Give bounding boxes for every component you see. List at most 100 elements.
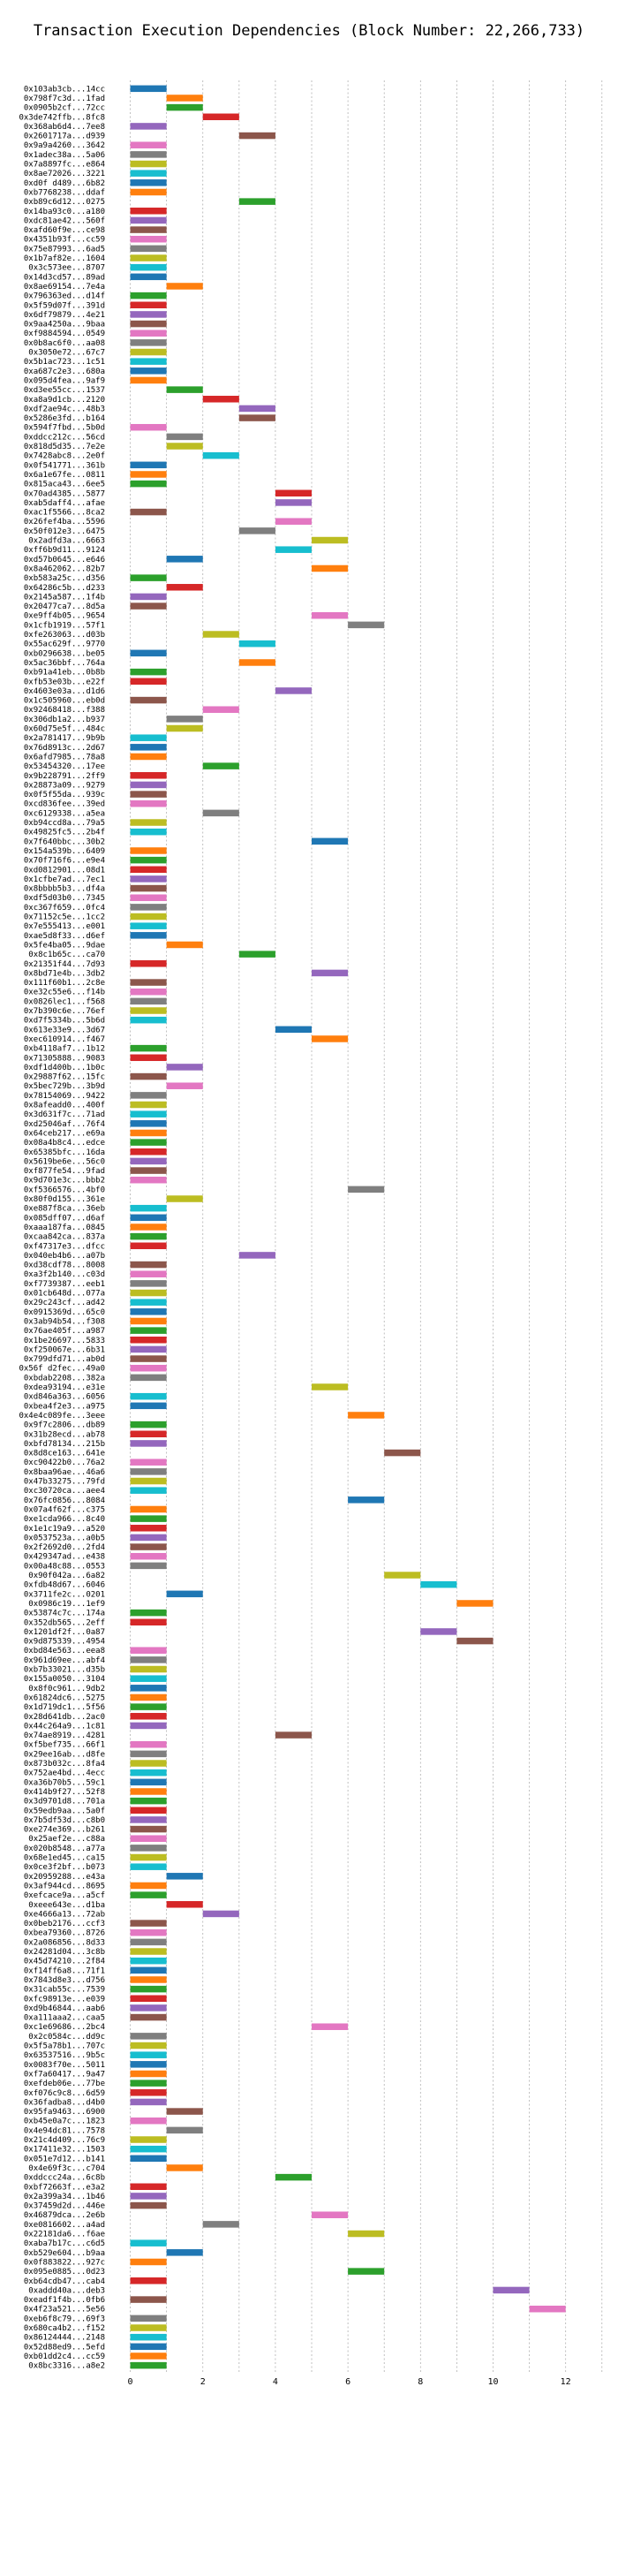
y-tick-label: 0x70ad4385...5877 (24, 489, 105, 498)
transaction-bar (130, 744, 167, 751)
y-tick-label: 0x3af944cd...8695 (24, 1882, 105, 1890)
y-tick-label: 0x46879dca...2e6b (24, 2211, 105, 2220)
transaction-bar (130, 1778, 167, 1786)
transaction-bar (130, 461, 167, 469)
y-tick-label: 0xf076c9c8...6d59 (24, 2089, 105, 2098)
y-tick-label: 0x70f716f6...e9e4 (24, 857, 105, 866)
y-tick-label: 0x28d641db...2ac0 (24, 1713, 105, 1722)
y-tick-label: 0x76ae405f...a987 (24, 1327, 105, 1336)
y-tick-label: 0x29887f62...15fc (24, 1073, 105, 1082)
transaction-bar (130, 668, 167, 676)
y-tick-label: 0x3711fe2c...0201 (24, 1590, 105, 1599)
y-tick-label: 0x80f0d155...361e (24, 1195, 105, 1204)
y-tick-label: 0x00a48c88...0553 (24, 1562, 105, 1571)
y-tick-label: 0x08a4b8c4...edce (24, 1139, 105, 1148)
transaction-bar (130, 376, 167, 384)
transaction-bar (130, 216, 167, 224)
transaction-bar (130, 2315, 167, 2322)
transaction-bar (312, 611, 349, 619)
y-tick-label: 0xe274e369...b261 (24, 1826, 105, 1835)
y-tick-label: 0xddcc212c...56cd (24, 433, 105, 442)
grid-lines (130, 80, 603, 2374)
transaction-bar (130, 1675, 167, 1682)
transaction-bar (130, 2258, 167, 2266)
transaction-bar (130, 1232, 167, 1240)
transaction-bar (130, 1148, 167, 1155)
y-tick-label: 0xd7f5334b...5b6d (24, 1017, 105, 1026)
transaction-bar (130, 799, 167, 807)
y-tick-label: 0x0beb2176...ccf3 (24, 1920, 105, 1928)
x-tick-labels: 0 2 4 6 8 10 12 (128, 2377, 571, 2387)
y-tick-label: 0x1c505960...eb0d (24, 697, 105, 706)
transaction-bar (238, 640, 275, 648)
y-tick-label: 0xb45e0a7c...1823 (24, 2118, 105, 2126)
transaction-bar (130, 2004, 167, 2012)
y-tick-label: 0x21c4d409...76c9 (24, 2136, 105, 2145)
x-tick-label: 4 (273, 2377, 278, 2387)
y-tick-label: 0xaba7b17c...c6d5 (24, 2239, 105, 2248)
y-tick-label: 0xdea93194...e31e (24, 1383, 105, 1392)
transaction-bar (130, 471, 167, 478)
y-tick-label: 0xaddd40a...deb3 (28, 2286, 105, 2295)
transaction-bar (275, 546, 313, 553)
y-tick-label: 0x76d8913c...2d67 (24, 744, 105, 753)
transaction-bar (420, 1580, 457, 1588)
y-tick-label: 0x9d701e3c...bbb2 (24, 1177, 105, 1186)
y-tick-label: 0x7b390c6e...76ef (24, 1007, 105, 1016)
chart-title: Transaction Execution Dependencies (Bloc… (34, 22, 584, 40)
y-tick-label: 0x3c573ee...8707 (28, 264, 105, 273)
y-tick-label: 0xb583a25c...d356 (24, 574, 105, 583)
transaction-bar (312, 2211, 349, 2218)
y-tick-label: 0x8baa96ae...46a6 (24, 1468, 105, 1477)
transaction-bar (130, 1327, 167, 1334)
y-tick-label: 0xe887f8ca...36eb (24, 1205, 105, 1214)
y-tick-label: 0x0f5f55da...939c (24, 791, 105, 799)
transaction-bar (130, 330, 167, 337)
y-tick-label: 0x5f59d07f...391d (24, 301, 105, 310)
y-tick-label: 0x8f0c961...9db2 (28, 1685, 105, 1693)
y-tick-label: 0xa36b70b5...59c1 (24, 1778, 105, 1787)
transaction-bar (202, 1910, 239, 1918)
y-tick-label: 0x7b5df53d...c8b0 (24, 1816, 105, 1825)
y-tick-label: 0x3d9701d8...701a (24, 1798, 105, 1807)
transaction-bar (130, 1957, 167, 1965)
y-tick-label: 0xeadf1f4b...0fb6 (24, 2296, 105, 2305)
y-tick-label: 0x7428abc8...2e0f (24, 452, 105, 461)
y-tick-label: 0x3050e72...67c7 (28, 349, 105, 358)
transaction-bar (130, 1054, 167, 1062)
y-tick-label: 0x7e555413...e001 (24, 922, 105, 931)
y-tick-label: 0x799dfd71...ab0d (24, 1355, 105, 1364)
transaction-bar (166, 1195, 203, 1202)
transaction-bar (130, 348, 167, 356)
y-tick-label: 0xeb6f8c79...69f3 (24, 2315, 105, 2323)
transaction-bar (130, 753, 167, 761)
transaction-bar (130, 884, 167, 892)
transaction-bar (130, 1966, 167, 1974)
y-tick-label: 0xe4666a13...72ab (24, 1910, 105, 1919)
transaction-bar (130, 2136, 167, 2143)
transaction-bar (130, 123, 167, 130)
transaction-bar (166, 2249, 203, 2256)
transaction-bar (130, 1430, 167, 1438)
transaction-bar (130, 2117, 167, 2125)
y-tick-label: 0x3ab94b54...f308 (24, 1317, 105, 1326)
y-tick-label: 0xf14ff6a8...71f1 (24, 1966, 105, 1975)
y-tick-label: 0x64286c5b...d233 (24, 584, 105, 593)
y-tick-label: 0x9f7c2806...db89 (24, 1421, 105, 1430)
transaction-bar (130, 2343, 167, 2351)
y-tick-label: 0x5fe4ba05...9dae (24, 941, 105, 950)
transaction-bar (130, 1928, 167, 1936)
y-tick-label: 0x429347ad...e438 (24, 1553, 105, 1562)
y-tick-label: 0x31b28ecd...ab78 (24, 1430, 105, 1439)
y-tick-label: 0xafd60f9e...ce98 (24, 226, 105, 235)
transaction-bar (275, 499, 313, 506)
y-tick-label: 0xddccc24a...6c8b (24, 2174, 105, 2183)
transaction-bar (130, 2239, 167, 2246)
transaction-bar (312, 1035, 349, 1042)
y-tick-label: 0x2a399a34...1b46 (24, 2193, 105, 2201)
transaction-bar (130, 2070, 167, 2078)
y-tick-label: 0x8ae69154...7e4a (24, 283, 105, 292)
y-tick-label: 0x1adec38a...5a06 (24, 151, 105, 160)
y-tick-label: 0x4351b93f...cc59 (24, 236, 105, 245)
y-tick-label: 0x44c264a9...1c81 (24, 1722, 105, 1731)
